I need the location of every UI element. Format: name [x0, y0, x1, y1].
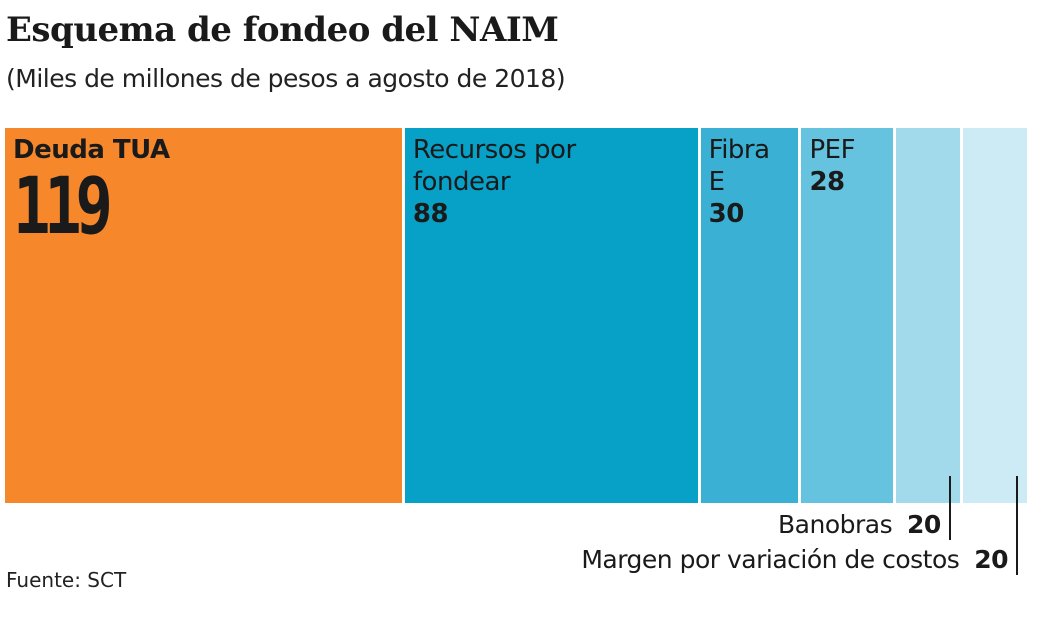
value-label: 20 — [907, 510, 941, 539]
category-label: Deuda TUA — [13, 135, 170, 165]
segment-label: Recursos por fondear 88 — [413, 134, 576, 230]
bar-segment-1: Recursos por fondear 88 — [404, 128, 698, 503]
category-label: Margen por variación de costos — [581, 545, 975, 574]
callout-label: Banobras 20 — [778, 510, 941, 539]
value-label: 28 — [809, 167, 845, 197]
bar-segment-3: PEF 28 — [801, 128, 893, 503]
category-label: PEF — [809, 135, 856, 165]
source-note: Fuente: SCT — [6, 568, 127, 592]
leader-line — [1016, 476, 1018, 575]
callout-label: Margen por variación de costos 20 — [581, 545, 1008, 574]
value-label: 119 — [13, 162, 113, 252]
value-label: 20 — [974, 545, 1008, 574]
value-label: 88 — [412, 199, 449, 229]
category-label: Banobras — [778, 510, 907, 539]
category-label: Recursos por fondear — [412, 135, 576, 197]
segment-label: Deuda TUA 119 — [13, 134, 170, 252]
chart-subtitle: (Miles de millones de pesos a agosto de … — [6, 64, 566, 93]
chart-title: Esquema de fondeo del NAIM — [6, 10, 559, 50]
bar-segment-4 — [895, 128, 960, 503]
segment-label: Fibra E 30 — [709, 134, 770, 230]
category-label: Fibra E — [708, 135, 770, 197]
bar-segment-0: Deuda TUA 119 — [5, 128, 402, 503]
bar-segment-2: Fibra E 30 — [700, 128, 799, 503]
leader-line — [948, 476, 951, 540]
segment-label: PEF 28 — [809, 134, 855, 198]
value-label: 30 — [708, 199, 745, 229]
bar-segment-5 — [962, 128, 1027, 503]
